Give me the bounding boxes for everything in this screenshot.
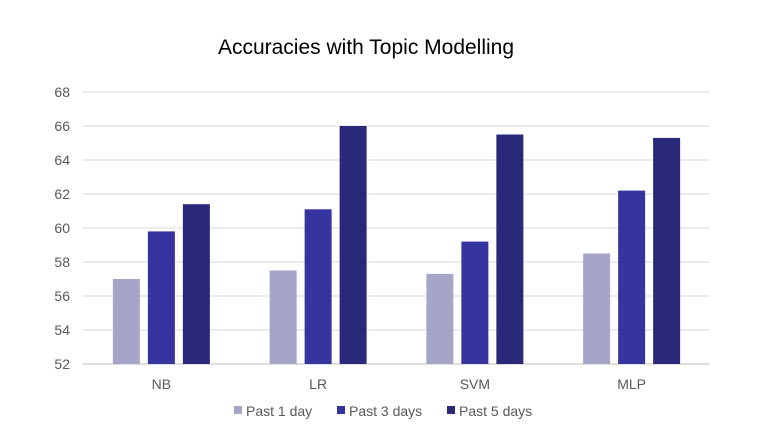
x-axis-ticks: NB LR SVM MLP	[152, 376, 646, 392]
bar-lr-series-3	[339, 126, 367, 364]
legend-label: Past 3 days	[349, 403, 422, 419]
bar-mlp-series-3	[653, 137, 681, 364]
legend-swatch	[234, 406, 242, 414]
x-tick-label: MLP	[617, 376, 646, 392]
gridlines	[83, 91, 710, 365]
bar-svm-series-2	[461, 241, 489, 364]
bar-mlp-series-1	[583, 253, 611, 364]
bar-lr-series-1	[269, 270, 297, 364]
bar-lr-series-2	[304, 209, 332, 364]
bar-mlp-series-2	[618, 190, 646, 364]
bar-nb-series-3	[182, 204, 210, 364]
y-tick-label: 64	[54, 152, 70, 168]
chart-title: Accuracies with Topic Modelling	[218, 36, 514, 59]
y-tick-label: 58	[54, 254, 70, 270]
x-tick-label: LR	[309, 376, 327, 392]
legend-label: Past 5 days	[459, 403, 532, 419]
y-tick-label: 68	[54, 84, 70, 100]
y-tick-label: 52	[54, 356, 70, 372]
y-tick-label: 62	[54, 186, 70, 202]
x-tick-label: SVM	[460, 376, 490, 392]
legend: Past 1 day Past 3 days Past 5 days	[234, 403, 532, 419]
bar-nb-series-1	[112, 279, 140, 364]
y-axis-ticks: 52 54 56 58 60 62 64 66 68	[54, 84, 70, 372]
bar-svm-series-1	[426, 273, 454, 364]
y-tick-label: 66	[54, 118, 70, 134]
y-tick-label: 54	[54, 322, 70, 338]
legend-label: Past 1 day	[246, 403, 312, 419]
y-tick-label: 60	[54, 220, 70, 236]
bar-svm-series-3	[496, 134, 524, 364]
legend-swatch	[337, 406, 345, 414]
y-tick-label: 56	[54, 288, 70, 304]
x-tick-label: NB	[152, 376, 171, 392]
legend-swatch	[447, 406, 455, 414]
bar-nb-series-2	[147, 231, 175, 364]
bars-group	[112, 126, 681, 364]
